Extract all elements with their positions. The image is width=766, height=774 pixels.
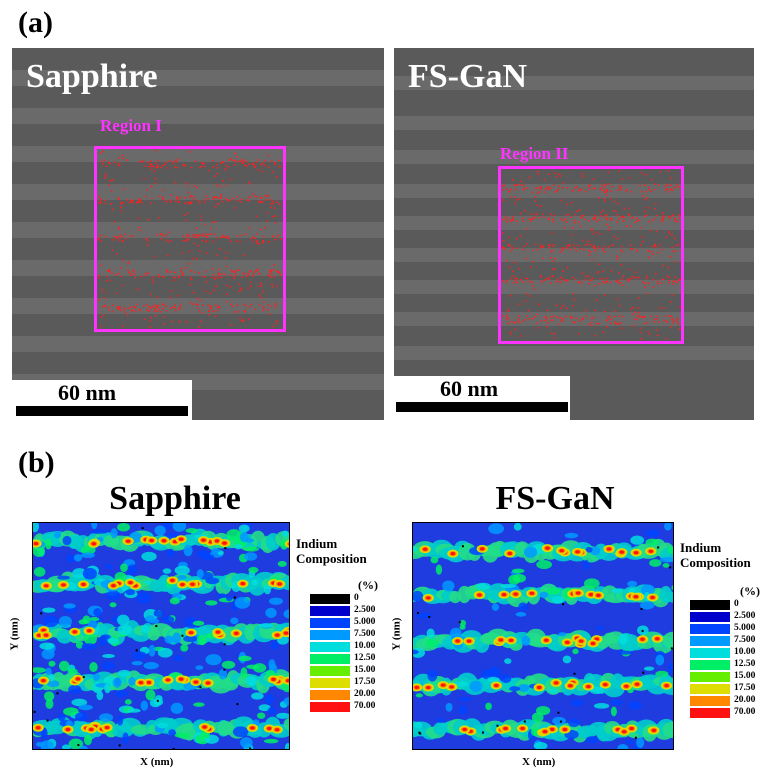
- legend-level-label: 5.000: [354, 617, 376, 627]
- legend-level-label: 15.00: [354, 665, 376, 675]
- legend-swatch: [690, 624, 730, 634]
- legend-swatch: [310, 630, 350, 640]
- legend-level-label: 2.500: [734, 611, 756, 621]
- ylabel-sapphire: Y (nm): [8, 617, 21, 651]
- map-title-fsgan: FS-GaN: [495, 480, 615, 517]
- composition-map-sapphire: [32, 522, 290, 750]
- region-box-1: [94, 146, 286, 332]
- legend-level-label: 70.00: [734, 707, 756, 717]
- legend-swatch: [690, 696, 730, 706]
- region-box-2: [498, 166, 684, 344]
- scalebar-line-right: [396, 402, 568, 412]
- legend-level-label: 7.500: [354, 629, 376, 639]
- legend-swatch: [310, 618, 350, 628]
- legend-unit-right: (%): [740, 584, 760, 598]
- panel-a-label: (a): [18, 6, 53, 39]
- scalebar-label-left: 60 nm: [58, 380, 117, 405]
- legend-level-label: 10.00: [734, 647, 756, 657]
- legend-level-label: 70.00: [354, 701, 376, 711]
- composition-map-fsgan: [412, 522, 674, 750]
- legend-level-label: 20.00: [354, 689, 376, 699]
- legend-swatch: [310, 594, 350, 604]
- map-title-sapphire: Sapphire: [109, 480, 241, 517]
- scalebar-label-right: 60 nm: [440, 376, 499, 401]
- legend-level-label: 20.00: [734, 695, 756, 705]
- legend-level-label: 5.000: [734, 623, 756, 633]
- legend-swatch: [310, 702, 350, 712]
- legend-level-label: 0: [734, 599, 739, 609]
- indium-atom-dots: [97, 149, 283, 329]
- ylabel-fsgan: Y (nm): [390, 617, 403, 651]
- legend-level-label: 10.00: [354, 641, 376, 651]
- xlabel-sapphire: X (nm): [140, 756, 174, 768]
- xlabel-fsgan: X (nm): [522, 756, 556, 768]
- legend-swatch: [690, 684, 730, 694]
- legend-swatch: [310, 606, 350, 616]
- legend-swatch: [310, 690, 350, 700]
- tem-image-sapphire: Sapphire Region I 60 nm: [12, 48, 384, 420]
- legend-level-label: 15.00: [734, 671, 756, 681]
- legend-level-label: 17.50: [734, 683, 756, 693]
- legend-level-label: 2.500: [354, 605, 376, 615]
- legend-level-label: 17.50: [354, 677, 376, 687]
- legend-heading-left: Indium Composition: [296, 536, 367, 566]
- legend-level-label: 12.50: [354, 653, 376, 663]
- legend-unit-left: (%): [358, 578, 378, 592]
- legend-swatch: [690, 600, 730, 610]
- legend-swatch: [690, 636, 730, 646]
- scalebar-bg-right: [394, 376, 570, 420]
- legend-level-label: 7.500: [734, 635, 756, 645]
- legend-swatch: [310, 678, 350, 688]
- legend-heading-line2: Composition: [296, 551, 367, 566]
- region-label-2: Region II: [500, 144, 569, 163]
- legend-level-label: 0: [354, 593, 359, 603]
- scalebar-line-left: [16, 406, 188, 416]
- region-label-1: Region I: [100, 116, 162, 135]
- legend-swatch: [690, 672, 730, 682]
- legend-swatch: [690, 708, 730, 718]
- legend-heading-line1: Indium: [680, 540, 722, 555]
- legend-swatch: [690, 612, 730, 622]
- legend-heading-line2: Composition: [680, 555, 751, 570]
- legend-swatch: [310, 666, 350, 676]
- legend-heading-line1: Indium: [296, 536, 338, 551]
- legend-swatch: [310, 642, 350, 652]
- indium-atom-dots: [501, 169, 681, 340]
- tem-title-fsgan: FS-GaN: [408, 58, 527, 95]
- tem-stripes: [12, 70, 384, 390]
- tem-image-fsgan: FS-GaN Region II 60 nm: [394, 48, 754, 420]
- tem-stripes: [394, 76, 754, 360]
- legend-swatch: [690, 660, 730, 670]
- legend-swatch: [690, 648, 730, 658]
- tem-title-sapphire: Sapphire: [26, 58, 158, 95]
- legend-heading-right: Indium Composition: [680, 540, 751, 570]
- legend-level-label: 12.50: [734, 659, 756, 669]
- legend-swatch: [310, 654, 350, 664]
- panel-b-label: (b): [18, 446, 55, 479]
